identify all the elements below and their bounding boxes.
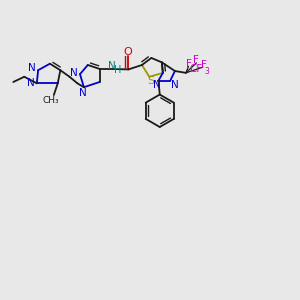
Text: N: N xyxy=(28,63,36,73)
Text: S: S xyxy=(147,76,154,86)
Text: F: F xyxy=(194,55,199,65)
Text: N: N xyxy=(171,80,179,90)
Text: N: N xyxy=(70,68,77,78)
Text: CH₃: CH₃ xyxy=(43,96,59,105)
Text: N: N xyxy=(108,61,116,71)
Text: N: N xyxy=(153,80,161,90)
Text: H: H xyxy=(114,65,122,75)
Text: CF: CF xyxy=(190,64,203,74)
Text: O: O xyxy=(124,47,132,57)
Text: N: N xyxy=(27,78,35,88)
Text: N: N xyxy=(79,88,86,98)
Text: F: F xyxy=(201,60,207,70)
Text: F: F xyxy=(186,59,191,69)
Text: 3: 3 xyxy=(204,67,209,76)
